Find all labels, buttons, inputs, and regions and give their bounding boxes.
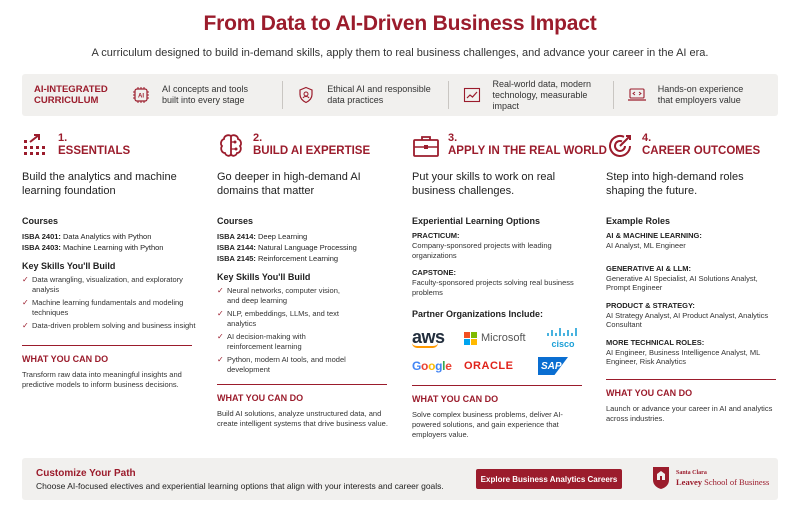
course-item: ISBA 2414: Deep Learning bbox=[217, 232, 308, 241]
bar-item-hands-on: Hands-on experience that employers value bbox=[612, 81, 778, 109]
role-text: AI Strategy Analyst, AI Product Analyst,… bbox=[606, 310, 769, 330]
roles-heading: Example Roles bbox=[606, 216, 671, 226]
page-title: From Data to AI-Driven Business Impact bbox=[203, 12, 597, 35]
what-you-can-do-heading: WHAT YOU CAN DO bbox=[217, 393, 304, 403]
page-subtitle: A curriculum designed to build in-demand… bbox=[91, 47, 709, 59]
ai-chip-icon: AI bbox=[130, 84, 152, 106]
check-icon: ✓ bbox=[217, 355, 224, 364]
role-label: MORE TECHNICAL ROLES: bbox=[606, 337, 705, 347]
column-build-ai-expertise: 2. BUILD AI EXPERTISE Go deeper in high-d… bbox=[217, 132, 393, 429]
partners-heading: Partner Organizations Include: bbox=[412, 309, 544, 319]
check-icon: ✓ bbox=[22, 321, 29, 330]
check-icon: ✓ bbox=[22, 275, 29, 284]
skill-item: ✓ Machine learning fundamentals and model… bbox=[22, 298, 184, 317]
ai-integrated-bar: AI-INTEGRATED CURRICULUM AI AI concepts … bbox=[22, 74, 778, 116]
divider bbox=[412, 385, 582, 386]
cisco-logo: cisco bbox=[538, 327, 588, 349]
role-text: AI Engineer, Business Intelligence Analy… bbox=[606, 347, 760, 367]
course-item: ISBA 2144: Natural Language Processing bbox=[217, 243, 357, 252]
what-you-can-do-text: Launch or advance your career in AI and … bbox=[606, 403, 773, 423]
what-you-can-do-text: Transform raw data into meaningful insig… bbox=[22, 369, 182, 389]
column-career-outcomes: 4. CAREER OUTCOMES Step into high-demand … bbox=[606, 132, 782, 424]
role-text: Generative AI Specialist, AI Solutions A… bbox=[606, 273, 758, 293]
bar-item-real-world-data: Real-world data, modern technology, measu… bbox=[447, 79, 613, 111]
what-you-can-do-heading: WHAT YOU CAN DO bbox=[412, 394, 499, 404]
laptop-icon bbox=[626, 84, 648, 106]
role-text: AI Analyst, ML Engineer bbox=[606, 241, 686, 250]
what-you-can-do-heading: WHAT YOU CAN DO bbox=[606, 387, 693, 398]
what-you-can-do-heading: WHAT YOU CAN DO bbox=[22, 353, 109, 364]
partner-logos: aws Microsoft cisco Google ORACLE SAP bbox=[412, 327, 588, 375]
skill-item: ✓ NLP, embeddings, LLMs, and text analyti… bbox=[217, 309, 340, 328]
role-label: AI & MACHINE LEARNING: bbox=[606, 231, 702, 240]
check-icon: ✓ bbox=[22, 298, 29, 307]
column-description: Put your skills to work on real business… bbox=[412, 171, 556, 197]
footer-title: Customize Your Path bbox=[36, 468, 136, 479]
briefcase-icon bbox=[412, 132, 442, 162]
google-logo: Google bbox=[412, 359, 452, 373]
divider bbox=[606, 378, 776, 380]
column-header: 3. APPLY IN THE REAL WORLD bbox=[412, 132, 607, 164]
what-you-can-do-text: Solve complex business problems, deliver… bbox=[412, 410, 563, 439]
column-header: 2. BUILD AI EXPERTISE bbox=[217, 132, 393, 164]
bar-label: AI-INTEGRATED CURRICULUM bbox=[34, 84, 108, 106]
column-essentials: 1. ESSENTIALS Build the analytics and mac… bbox=[22, 132, 198, 390]
column-header: 4. CAREER OUTCOMES bbox=[606, 132, 782, 164]
customize-path-footer: Customize Your Path Choose AI-focused el… bbox=[22, 458, 778, 500]
school-logo: Santa Clara Leavey School of Business bbox=[652, 466, 769, 490]
column-header: 1. ESSENTIALS bbox=[22, 132, 198, 164]
role-label: PRODUCT & STRATEGY: bbox=[606, 300, 695, 310]
column-description: Step into high-demand roles shaping the … bbox=[606, 171, 744, 197]
brain-icon bbox=[217, 132, 247, 162]
chart-icon bbox=[461, 84, 483, 106]
aws-logo: aws bbox=[412, 326, 445, 348]
crest-icon bbox=[652, 466, 670, 490]
column-title: CAREER OUTCOMES bbox=[642, 145, 761, 157]
role-label: GENERATIVE AI & LLM: bbox=[606, 263, 691, 273]
microsoft-logo: Microsoft bbox=[464, 331, 538, 345]
column-title: APPLY IN THE REAL WORLD bbox=[448, 145, 607, 157]
course-item: ISBA 2145: Reinforcement Learning bbox=[217, 254, 339, 263]
course-item: ISBA 2401: Data Analytics with Python bbox=[22, 232, 152, 241]
oracle-logo: ORACLE bbox=[464, 360, 514, 372]
check-icon: ✓ bbox=[217, 286, 224, 295]
skill-item: ✓ Neural networks, computer vision, and d… bbox=[217, 286, 340, 305]
skills-heading: Key Skills You'll Build bbox=[217, 272, 311, 282]
what-you-can-do-text: Build AI solutions, analyze unstructured… bbox=[217, 409, 388, 428]
skill-item: ✓ AI decision-making with reinforcement l… bbox=[217, 332, 306, 351]
courses-heading: Courses bbox=[22, 216, 59, 226]
skill-item: ✓ Data wrangling, visualization, and expl… bbox=[22, 275, 183, 294]
option-text: Company-sponsored projects with leading … bbox=[412, 241, 552, 260]
check-icon: ✓ bbox=[217, 309, 224, 318]
divider bbox=[217, 384, 387, 385]
explore-careers-button[interactable]: Explore Business Analytics Careers bbox=[476, 469, 622, 489]
column-apply-real-world: 3. APPLY IN THE REAL WORLD Put your skill… bbox=[412, 132, 607, 440]
footer-text: Choose AI-focused electives and experien… bbox=[36, 481, 444, 491]
check-icon: ✓ bbox=[217, 332, 224, 341]
column-description: Build the analytics and machine learning… bbox=[22, 171, 177, 197]
divider bbox=[22, 344, 192, 346]
experiential-heading: Experiential Learning Options bbox=[412, 216, 541, 226]
option-label: PRACTICUM: bbox=[412, 231, 460, 240]
column-title: ESSENTIALS bbox=[58, 145, 131, 157]
target-icon bbox=[606, 132, 636, 162]
course-item: ISBA 2403: Machine Learning with Python bbox=[22, 243, 164, 252]
option-text: Faculty-sponsored projects solving real … bbox=[412, 278, 574, 297]
skills-heading: Key Skills You'll Build bbox=[22, 261, 116, 271]
skill-item: ✓ Python, modern AI tools, and model deve… bbox=[217, 355, 346, 374]
option-label: CAPSTONE: bbox=[412, 268, 457, 277]
shield-icon bbox=[295, 84, 317, 106]
courses-heading: Courses bbox=[217, 216, 254, 226]
column-description: Go deeper in high-demand AI domains that… bbox=[217, 171, 361, 197]
sap-logo: SAP bbox=[538, 357, 568, 375]
dots-arrow-icon bbox=[22, 132, 52, 162]
skill-item: ✓ Data-driven problem solving and busines… bbox=[22, 321, 196, 330]
bar-item-ethical-ai: Ethical AI and responsible data practices bbox=[282, 81, 447, 109]
column-title: BUILD AI EXPERTISE bbox=[253, 145, 371, 157]
bar-item-ai-concepts: AI AI concepts and tools built into every… bbox=[118, 81, 282, 109]
svg-text:AI: AI bbox=[138, 94, 144, 100]
